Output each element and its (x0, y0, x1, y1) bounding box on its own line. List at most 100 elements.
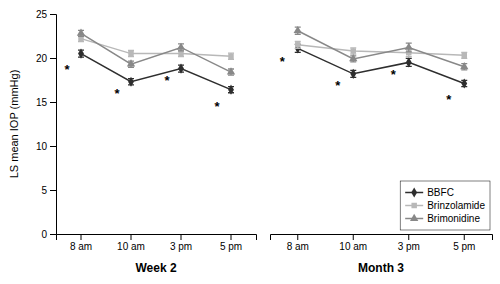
marker (406, 57, 412, 67)
y-axis-line (50, 15, 57, 235)
x-axis-label: Month 3 (358, 261, 404, 275)
x-tick: 3 pm (398, 234, 420, 252)
error-bar (228, 53, 234, 59)
legend: BBFC Brinzolamide Brimonidine (400, 181, 490, 230)
legend-item: BBFC (405, 187, 454, 198)
plot-area (77, 29, 235, 95)
x-tick: 10 am (117, 234, 145, 252)
annotation: * (214, 99, 220, 114)
line (298, 31, 465, 67)
x-tick-label: 5 pm (220, 241, 242, 252)
x-tick-mark (181, 234, 182, 240)
x-tick: 5 pm (453, 234, 475, 252)
legend-label: BBFC (427, 187, 454, 198)
marker (127, 59, 135, 66)
marker (228, 54, 233, 59)
legend-item: Brinzolamide (405, 200, 485, 211)
y-tick-mark (50, 146, 56, 147)
marker (77, 29, 85, 36)
series (294, 26, 469, 70)
x-axis: 8 am 10 am 3 pm 5 pm (271, 234, 493, 252)
marker (350, 69, 356, 79)
annotation: * (164, 73, 170, 88)
marker (295, 42, 300, 47)
marker (228, 85, 234, 95)
y-tick: 10 (36, 141, 56, 152)
x-tick-label: 10 am (117, 241, 145, 252)
marker (461, 78, 467, 88)
marker (178, 51, 183, 56)
legend-box (400, 181, 490, 230)
chart: 8 am10 am3 pm5 pm0510152025****Week 2LS … (0, 0, 500, 284)
plot-area (294, 26, 469, 89)
y-tick-mark (50, 58, 56, 59)
marker (78, 49, 84, 59)
marker (227, 67, 235, 74)
x-axis-line (57, 235, 257, 241)
y-tick-label: 10 (36, 141, 48, 152)
x-axis-line (271, 235, 493, 241)
y-tick: 15 (36, 97, 56, 108)
marker (294, 26, 302, 33)
x-tick-label: 3 pm (170, 241, 192, 252)
line (81, 33, 231, 72)
x-tick-label: 8 am (287, 241, 309, 252)
y-tick-mark (50, 234, 56, 235)
x-tick-mark (131, 234, 132, 240)
y-axis: 0 5 10 15 20 25 (36, 9, 57, 240)
x-tick: 5 pm (220, 234, 242, 252)
x-tick-mark (464, 234, 465, 240)
series (77, 29, 235, 76)
marker (405, 43, 413, 50)
legend-label: Brinzolamide (427, 200, 485, 211)
annotation: * (280, 54, 286, 69)
x-tick-mark (81, 234, 82, 240)
y-tick-label: 15 (36, 97, 48, 108)
annotation: * (391, 67, 397, 82)
x-tick-label: 3 pm (398, 241, 420, 252)
x-tick: 3 pm (170, 234, 192, 252)
legend-item: Brimonidine (405, 213, 480, 224)
y-tick: 0 (41, 229, 56, 240)
y-tick-label: 5 (41, 185, 47, 196)
line (81, 54, 231, 90)
annotation: * (335, 78, 341, 93)
panel: 8 am10 am3 pm5 pm0510152025****Week 2LS … (8, 9, 257, 275)
x-tick-mark (408, 234, 409, 240)
marker (351, 48, 356, 53)
x-tick-mark (353, 234, 354, 240)
y-tick: 25 (36, 9, 56, 20)
annotation: * (114, 86, 120, 101)
y-tick: 20 (36, 53, 56, 64)
x-axis: 8 am10 am3 pm5 pm (57, 234, 257, 252)
marker (177, 43, 185, 50)
legend-swatch-marker (411, 203, 416, 208)
error-bar (350, 48, 356, 54)
y-tick-mark (50, 14, 56, 15)
error-bar (295, 41, 301, 48)
annotation: * (64, 62, 70, 77)
annotation: * (446, 92, 452, 107)
x-axis-label: Week 2 (135, 261, 176, 275)
marker (128, 77, 134, 87)
x-tick: 8 am (287, 234, 309, 252)
x-tick: 10 am (339, 234, 367, 252)
x-tick-mark (231, 234, 232, 240)
y-tick-label: 0 (41, 229, 47, 240)
marker (460, 62, 468, 69)
series (295, 43, 468, 88)
marker (128, 51, 133, 56)
marker (462, 53, 467, 58)
marker (178, 63, 184, 73)
y-tick: 5 (41, 185, 56, 196)
marker (349, 54, 357, 61)
error-bar (128, 51, 134, 57)
panel: 8 am 10 am 3 pm 5 pm * * * * Month 3 BBFC Brinzola… (271, 26, 493, 275)
legend-swatch-marker (410, 214, 418, 221)
x-tick-mark (297, 234, 298, 240)
y-tick-label: 20 (36, 53, 48, 64)
x-tick-label: 10 am (339, 241, 367, 252)
series (295, 41, 468, 58)
legend-swatch-marker (411, 187, 417, 197)
error-bar (461, 52, 467, 58)
